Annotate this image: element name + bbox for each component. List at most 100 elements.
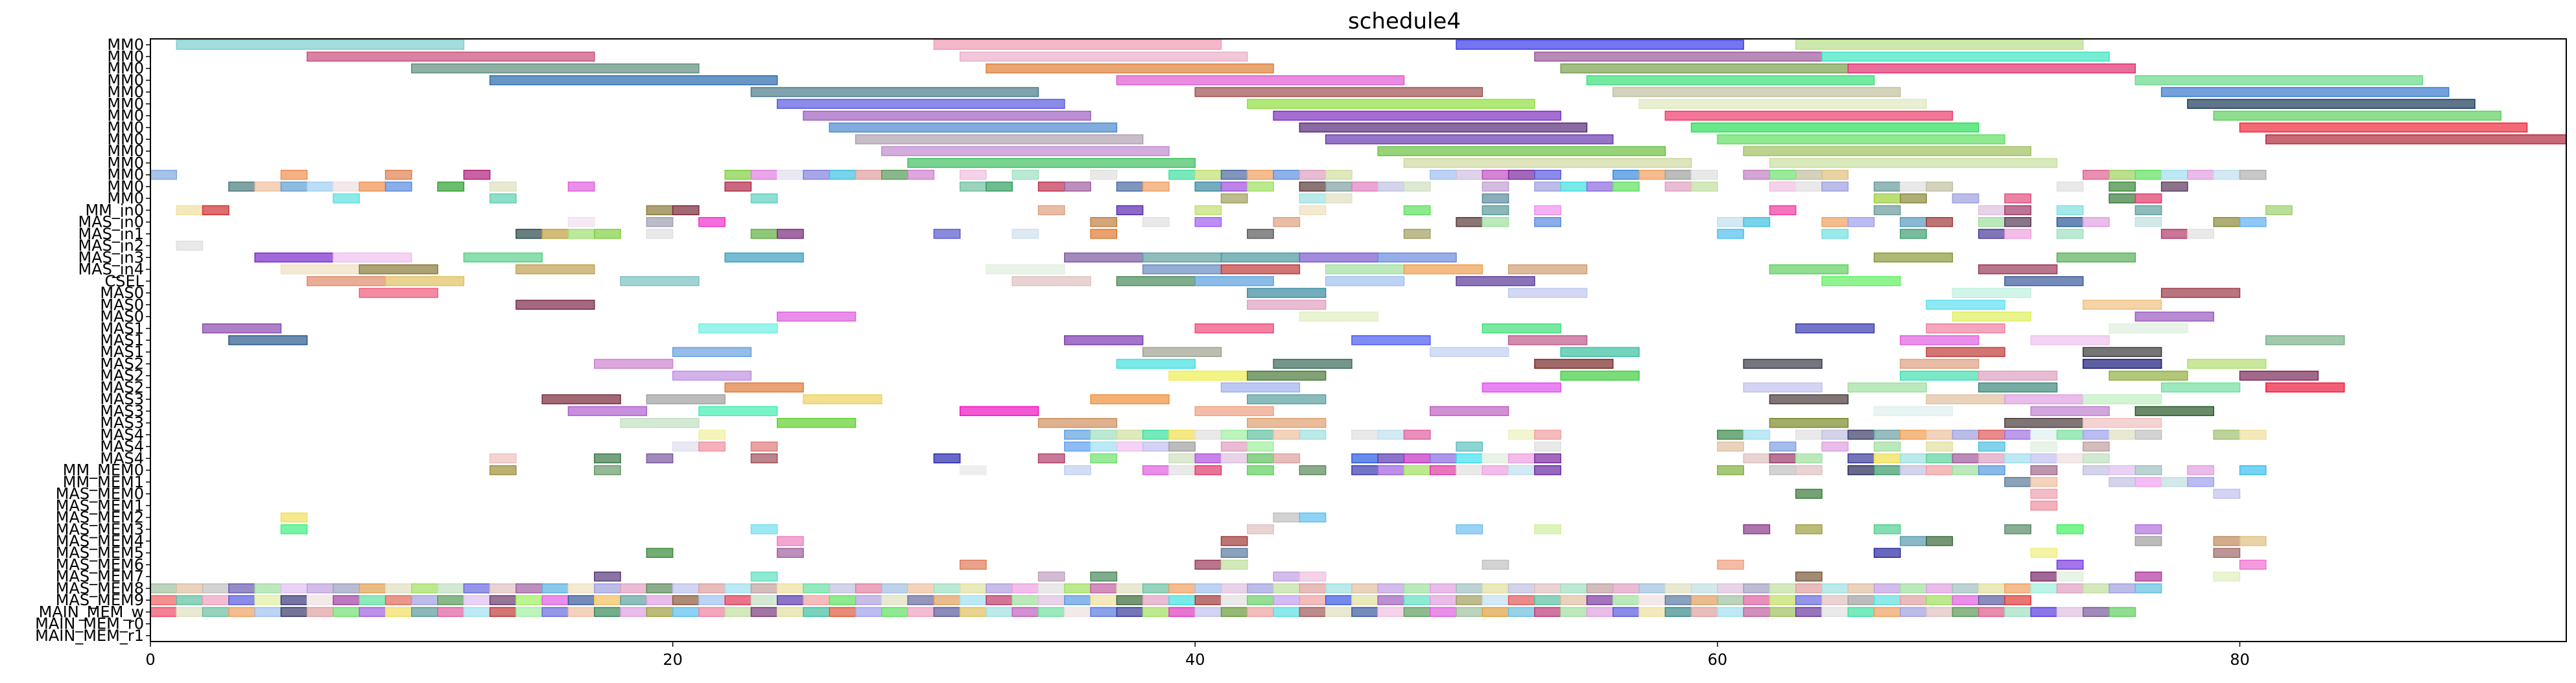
task-bar (855, 583, 882, 594)
task-bar (1482, 453, 1509, 464)
task-bar (1873, 453, 1901, 464)
task-bar (986, 583, 1013, 594)
task-bar (2030, 335, 2110, 345)
task-bar (1351, 583, 1378, 594)
task-bar (567, 216, 595, 227)
task-bar (803, 607, 831, 618)
task-bar (1664, 583, 1692, 594)
task-bar (1403, 181, 1431, 192)
task-bar (1534, 607, 1561, 618)
task-bar (1011, 276, 1091, 286)
task-bar (594, 607, 621, 618)
task-bar (2134, 193, 2162, 203)
task-bar (724, 382, 804, 393)
y-tick-label: MAS_in1 (78, 225, 144, 243)
y-tick-label: MAS_in4 (78, 260, 144, 279)
task-bar (1821, 595, 1849, 605)
y-tick-label: MAS_MEM2 (56, 509, 144, 527)
task-bar (1090, 595, 1118, 605)
task-bar (1168, 465, 1196, 476)
task-bar (829, 122, 1118, 133)
task-bar (933, 583, 961, 594)
task-bar (567, 229, 595, 239)
task-bar (2134, 572, 2162, 582)
y-tick-label: MM0 (107, 47, 144, 65)
task-bar (1664, 181, 1692, 192)
task-bar (672, 607, 700, 618)
task-bar (1638, 170, 1666, 180)
task-bar (1769, 417, 1849, 428)
task-bar (333, 583, 360, 594)
task-bar (803, 170, 831, 180)
task-bar (646, 216, 674, 227)
task-bar (2083, 394, 2162, 404)
task-bar (2134, 524, 2162, 535)
task-bar (1534, 216, 1561, 227)
task-bar (254, 583, 282, 594)
task-bar (463, 607, 491, 618)
task-bar (1690, 595, 1718, 605)
y-tick-label: MM_in0 (85, 201, 144, 219)
task-bar (1717, 465, 1744, 476)
task-bar (1795, 524, 1823, 535)
task-bar (1220, 382, 1301, 393)
task-bar (1795, 181, 1823, 192)
y-tick-label: MAS1 (100, 319, 144, 338)
task-bar (1377, 181, 1405, 192)
task-bar (1430, 595, 1457, 605)
task-bar (672, 441, 700, 452)
task-bar (1586, 595, 1614, 605)
task-bar (672, 595, 700, 605)
task-bar (1456, 595, 1483, 605)
task-bar (2030, 583, 2058, 594)
task-bar (1403, 157, 1692, 168)
task-bar (1037, 572, 1065, 582)
task-bar (1064, 465, 1091, 476)
task-bar (1299, 181, 1327, 192)
task-bar (1952, 453, 1979, 464)
task-bar (646, 205, 674, 216)
task-bar (750, 229, 778, 239)
task-bar (2160, 382, 2241, 393)
task-bar (333, 193, 360, 203)
task-bar (306, 276, 386, 286)
task-bar (1273, 583, 1301, 594)
task-bar (594, 595, 621, 605)
task-bar (776, 548, 804, 558)
task-bar (1534, 583, 1561, 594)
task-bar (1351, 430, 1378, 440)
task-bar (1769, 264, 1849, 275)
task-bar (1430, 607, 1457, 618)
task-bar (1142, 347, 1222, 357)
y-tick-label: MAIN_MEM_r1 (35, 627, 144, 645)
task-bar (1011, 607, 1039, 618)
task-bar (1247, 465, 1274, 476)
task-bar (1821, 441, 1849, 452)
task-bar (986, 607, 1013, 618)
task-bar (2083, 607, 2110, 618)
task-bar (1351, 453, 1378, 464)
task-bar (1037, 453, 1065, 464)
task-bar (1717, 595, 1744, 605)
task-bar (1456, 465, 1483, 476)
task-bar (1978, 430, 2005, 440)
y-tick-label: MM_MEM0 (63, 461, 144, 480)
task-bar (1482, 216, 1509, 227)
task-bar (986, 181, 1013, 192)
task-bar (1168, 430, 1196, 440)
task-bar (1299, 430, 1327, 440)
task-bar (2160, 170, 2188, 180)
task-bar (1220, 252, 1301, 263)
task-bar (1142, 252, 1222, 263)
task-bar (1325, 134, 1614, 145)
task-bar (489, 607, 517, 618)
task-bar (1456, 607, 1483, 618)
task-bar (1220, 536, 1248, 546)
task-bar (1325, 607, 1353, 618)
task-bar (1821, 607, 1849, 618)
task-bar (829, 607, 857, 618)
task-bar (1900, 216, 1927, 227)
task-bar (1456, 170, 1483, 180)
task-bar (1482, 465, 1509, 476)
task-bar (2083, 358, 2162, 369)
